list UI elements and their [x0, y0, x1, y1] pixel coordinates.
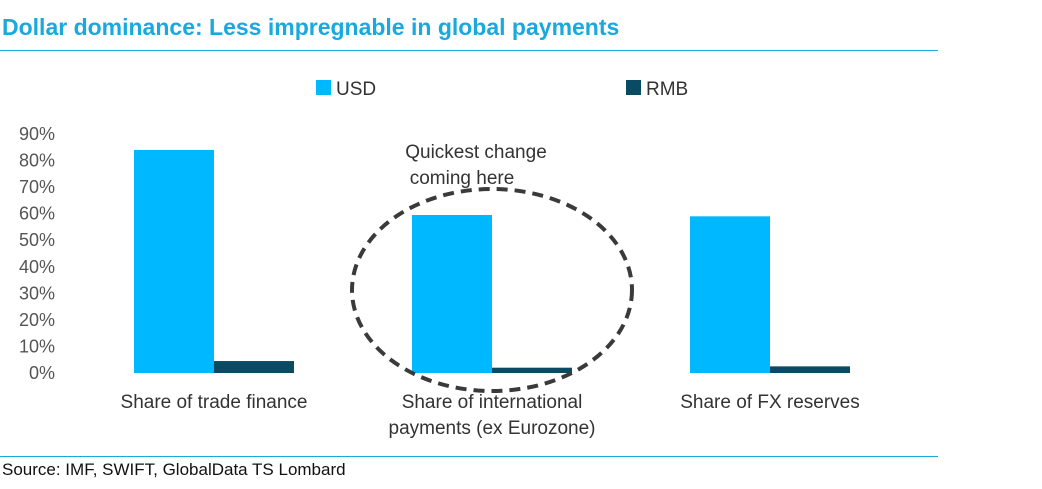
y-tick-label: 40% [19, 257, 55, 277]
legend-label-usd: USD [336, 79, 376, 100]
y-tick-label: 10% [19, 336, 55, 356]
y-tick-label: 70% [19, 177, 55, 197]
usd-bar [690, 216, 770, 373]
rmb-bar [492, 367, 572, 373]
rmb-bar [214, 361, 294, 373]
y-tick-label: 50% [19, 230, 55, 250]
legend-label-rmb: RMB [646, 79, 688, 100]
annotation-ellipse [350, 187, 634, 393]
category-label: Share of international [402, 392, 583, 413]
chart-title: Dollar dominance: Less impregnable in gl… [2, 14, 620, 40]
annotation-text: Quickest change [405, 142, 547, 163]
legend-swatch-rmb [626, 80, 641, 95]
rmb-bar [770, 366, 850, 373]
title-rule [0, 50, 938, 51]
y-tick-label: 30% [19, 283, 55, 303]
source-rule [0, 456, 938, 457]
usd-bar [412, 214, 492, 373]
usd-bar [134, 149, 214, 373]
source-note: Source: IMF, SWIFT, GlobalData TS Lombar… [2, 460, 346, 479]
category-label: Share of trade finance [121, 392, 308, 413]
annotation-text: coming here [410, 168, 515, 189]
category-label: Share of FX reserves [680, 392, 860, 413]
y-tick-label: 0% [29, 363, 55, 383]
y-tick-label: 60% [19, 204, 55, 224]
legend-swatch-usd [316, 80, 331, 95]
category-label: payments (ex Eurozone) [389, 418, 596, 439]
y-tick-label: 80% [19, 151, 55, 171]
y-tick-label: 20% [19, 310, 55, 330]
y-tick-label: 90% [19, 124, 55, 144]
